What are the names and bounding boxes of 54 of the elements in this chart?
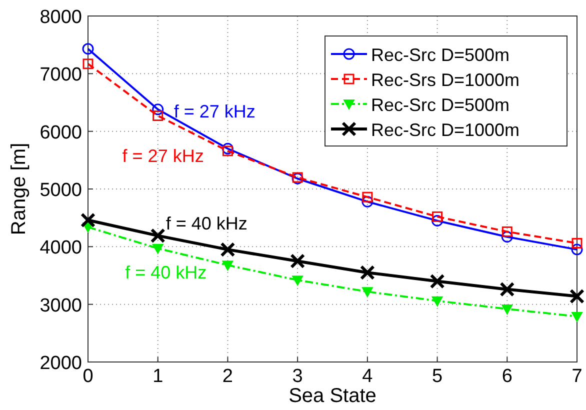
point bbox=[502, 226, 512, 237]
point bbox=[150, 228, 166, 244]
x-axis-title: Sea State bbox=[288, 385, 376, 407]
x-tick-label: 1 bbox=[152, 366, 164, 387]
point bbox=[222, 260, 234, 271]
annotation: f = 40 kHz bbox=[166, 214, 248, 234]
point bbox=[570, 288, 584, 304]
y-tick-label: 7000 bbox=[40, 64, 82, 86]
legend-label: Rec-Srs D=1000m bbox=[371, 70, 520, 90]
point bbox=[80, 212, 96, 228]
point bbox=[572, 238, 582, 248]
point bbox=[220, 242, 236, 258]
y-tick-label: 6000 bbox=[40, 122, 82, 144]
point bbox=[152, 244, 164, 254]
point bbox=[362, 196, 374, 208]
point bbox=[362, 192, 373, 202]
point bbox=[152, 110, 164, 122]
x-tick-label: 7 bbox=[572, 366, 582, 387]
point bbox=[432, 211, 443, 222]
point bbox=[430, 274, 445, 289]
legend-label: Rec-Src D=1000m bbox=[371, 120, 520, 140]
annotation: f = 40 kHz bbox=[125, 262, 207, 282]
point bbox=[360, 265, 375, 280]
point bbox=[290, 254, 306, 269]
annotation: f = 27 kHz bbox=[122, 146, 204, 166]
point bbox=[502, 304, 513, 314]
x-tick-label: 3 bbox=[292, 366, 303, 387]
point bbox=[572, 312, 582, 322]
x-tick-label: 0 bbox=[82, 366, 94, 387]
point bbox=[432, 296, 443, 306]
y-tick-label: 8000 bbox=[40, 7, 82, 28]
y-tick-label: 4000 bbox=[40, 238, 82, 259]
x-tick-label: 6 bbox=[502, 366, 512, 387]
point bbox=[222, 146, 233, 156]
point bbox=[292, 276, 304, 286]
point bbox=[432, 214, 444, 226]
y-tick-label: 5000 bbox=[40, 180, 82, 201]
point bbox=[501, 231, 513, 243]
x-tick-label: 4 bbox=[362, 366, 374, 387]
point bbox=[500, 282, 515, 297]
legend-label: Rec-Src D=500m bbox=[371, 45, 510, 65]
legend-label: Rec-Src D=500m bbox=[371, 95, 510, 115]
point bbox=[571, 244, 583, 256]
x-tick-label: 2 bbox=[222, 366, 234, 387]
y-axis-title: Range [m] bbox=[8, 142, 30, 236]
point bbox=[222, 142, 234, 154]
y-tick-label: 3000 bbox=[40, 295, 82, 316]
point bbox=[152, 104, 164, 116]
x-tick-label: 5 bbox=[432, 366, 443, 387]
point bbox=[82, 43, 94, 55]
point bbox=[362, 287, 373, 298]
y-tick-label: 2000 bbox=[40, 353, 82, 374]
annotation: f = 27 kHz bbox=[174, 101, 256, 122]
point bbox=[82, 58, 94, 70]
